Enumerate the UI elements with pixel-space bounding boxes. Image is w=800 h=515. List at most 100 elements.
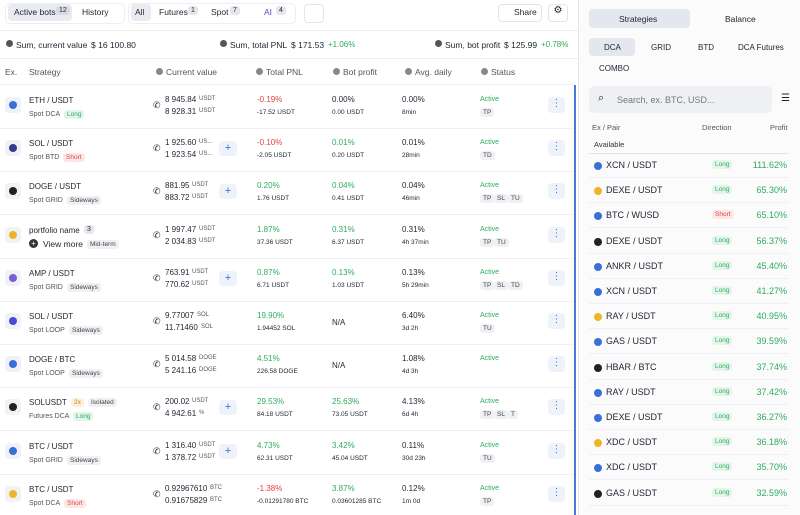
settings-button[interactable] [304,4,324,23]
panel-pair[interactable]: RAY / USDT [606,386,656,397]
gear-button[interactable]: ⚙ [548,4,568,22]
panel-subtab[interactable]: COMBO [599,64,630,73]
menu-button[interactable]: ⋮ [548,269,565,286]
flag: TP [480,194,495,204]
panel-subtab[interactable]: DCA Futures [738,43,784,52]
plus-icon: + [29,238,38,248]
panel-profit: 35.70% [756,462,787,473]
panel-tab-bg [589,9,690,28]
pair[interactable]: BTC / USDT [29,441,74,451]
panel-subtab[interactable]: DCA [604,43,621,52]
summary-label: Sum, current value [16,40,88,50]
panel-pair[interactable]: HBAR / BTC [606,361,657,372]
add-button[interactable]: + [219,184,237,200]
menu-button[interactable]: ⋮ [548,226,565,243]
pair[interactable]: ETH / USDT [29,96,74,105]
search-box[interactable] [589,86,772,113]
filter[interactable]: AI [264,7,273,17]
row-line [589,353,789,355]
bot-profit: 3.87% [332,483,355,493]
direction-tag: Sideways [67,455,101,465]
tab[interactable]: Active bots [14,7,56,17]
menu-button[interactable]: ⋮ [548,485,565,502]
bot-profit: 25.63% [332,397,360,407]
share-button[interactable] [498,4,542,22]
menu-button[interactable]: ⋮ [548,313,565,329]
add-button[interactable]: + [219,400,237,416]
view-more[interactable]: View more [43,238,83,249]
pair[interactable]: SOLUSDT [29,398,67,408]
panel-subtab[interactable]: GRID [651,43,671,52]
panel-pair[interactable]: GAS / USDT [606,336,658,347]
filter[interactable]: All [135,7,145,17]
row-divider [0,344,574,345]
bot-profit: 6.37 USDT [332,238,365,246]
current-unit: SOL [201,324,214,330]
tab[interactable]: History [82,7,109,17]
panel-pair[interactable]: XCN / USDT [606,286,658,296]
pair[interactable]: DOGE / USDT [29,182,82,192]
count: 3 [84,224,94,234]
avg-daily: 0.11% [402,440,425,450]
pair[interactable]: BTC / USDT [29,484,74,494]
tab-count: 12 [56,6,70,15]
panel-direction: Long [712,487,733,497]
phone-icon: ✆ [153,359,161,370]
menu-button[interactable]: ⋮ [548,442,565,459]
panel-pair[interactable]: DEXE / USDT [606,412,663,422]
panel-subtab[interactable]: BTD [698,43,714,52]
current-value: 5 014.58 [165,354,197,364]
add-button[interactable]: + [219,443,237,459]
menu-button[interactable]: ⋮ [548,183,565,200]
divider [0,30,578,31]
phone-icon: ✆ [153,488,161,499]
status: Active [480,268,500,276]
filter[interactable]: Futures [159,7,188,17]
bot-profit: 0.00% [332,95,355,104]
panel-profit: 40.95% [756,311,787,322]
pair[interactable]: AMP / USDT [29,268,75,278]
pair[interactable]: SOL / USDT [29,139,74,149]
filter-count: 1 [188,6,198,15]
flag: TU [480,324,495,333]
current-unit: USDT [199,441,216,448]
add-button[interactable]: + [219,270,237,286]
menu-button[interactable]: ⋮ [548,399,565,416]
pair-icon [594,388,602,397]
panel-pair[interactable]: XDC / USDT [606,437,658,448]
panel-pair[interactable]: DEXE / USDT [606,235,663,246]
panel-pair[interactable]: BTC / WUSD [606,210,659,221]
menu-button[interactable]: ⋮ [548,140,565,157]
total-pnl: 4.51% [257,354,280,364]
current-unit: DOGE [199,355,217,362]
panel-pair[interactable]: RAY / USDT [606,311,656,322]
panel-pair[interactable]: GAS / USDT [606,487,658,498]
flag: SL [494,280,508,290]
row-line [589,454,789,456]
share-label[interactable]: Share [514,7,537,17]
panel-tab[interactable]: Balance [725,14,756,24]
filter[interactable]: Spot [211,7,229,17]
panel-pair[interactable]: XCN / USDT [606,160,658,170]
add-button[interactable]: + [219,141,237,157]
current-value: 11.71460 [165,323,198,332]
bot-profit: 0.31% [332,224,355,234]
panel-pair[interactable]: XDC / USDT [606,462,658,473]
row-line [589,202,789,204]
panel-tab[interactable]: Strategies [619,14,658,24]
coin-icon [9,273,17,282]
panel-pair[interactable]: DEXE / USDT [606,185,663,196]
coin-icon [9,187,17,196]
panel-pair[interactable]: ANKR / USDT [606,260,664,271]
current-value: 9.77007 [165,311,194,320]
coin-icon [9,144,17,153]
pair[interactable]: portfolio name [29,225,80,235]
phone-icon: ✆ [153,229,161,240]
pair[interactable]: SOL / USDT [29,312,74,321]
current-value: 1 378.72 [165,452,197,462]
current-unit: % [199,410,205,417]
pair-icon [594,288,602,296]
pair[interactable]: DOGE / BTC [29,355,76,365]
menu-button[interactable]: ⋮ [548,356,565,373]
menu-button[interactable]: ⋮ [548,97,565,113]
